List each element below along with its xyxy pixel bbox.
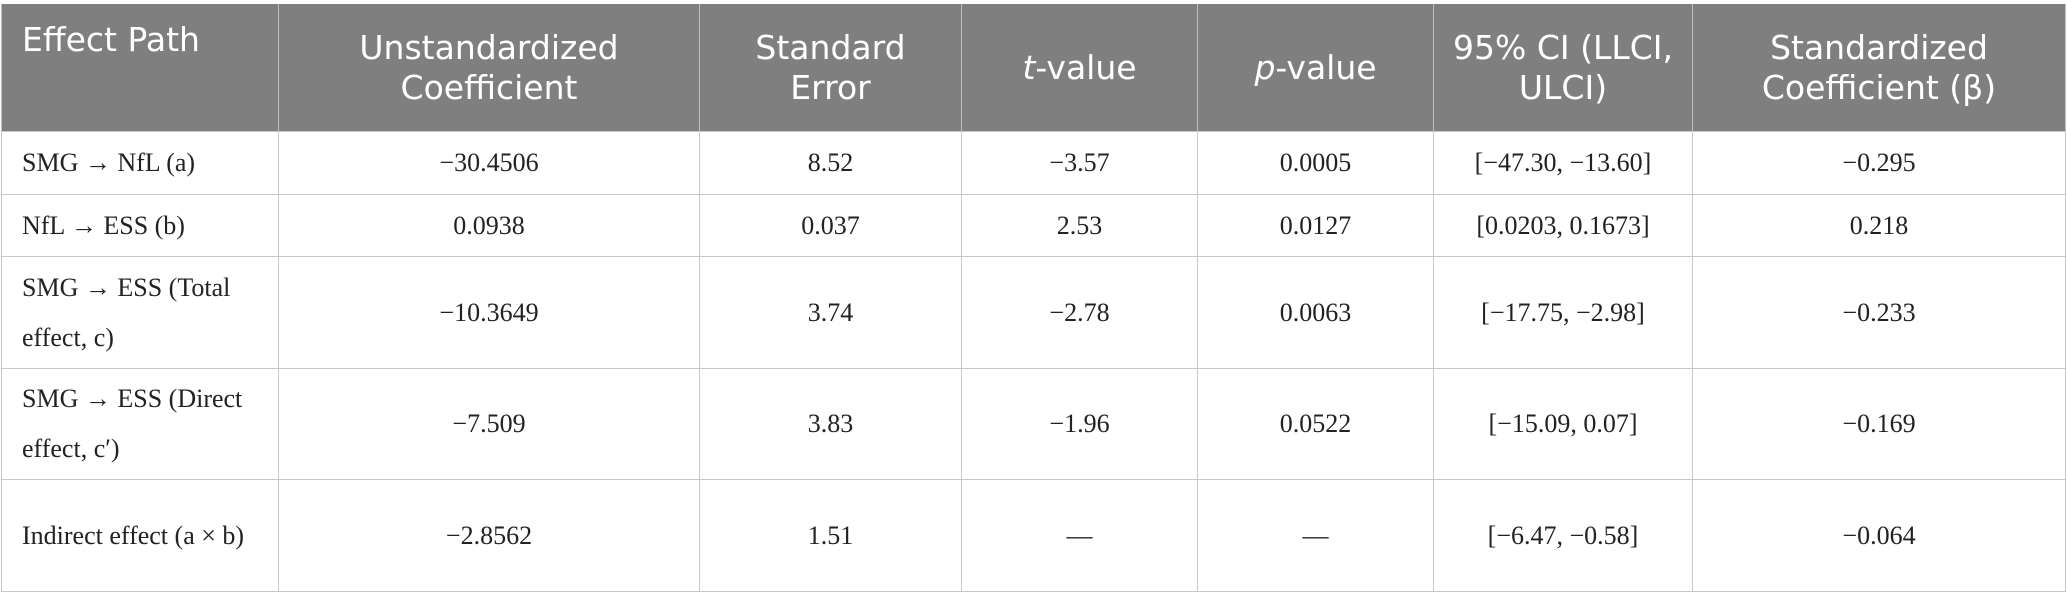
table-cell: −0.295 xyxy=(1692,131,2066,195)
table-cell: −3.57 xyxy=(961,131,1198,195)
table-cell: SMG → NfL (a) xyxy=(1,131,279,195)
header-cell: p-value xyxy=(1197,4,1434,132)
table-cell: 0.037 xyxy=(699,194,962,257)
header-italic: t xyxy=(1022,47,1036,87)
table-row: SMG → ESS (Total effect, c) −10.3649 3.74−… xyxy=(1,256,2066,369)
table-cell: 0.0127 xyxy=(1197,194,1434,257)
table-cell: −1.96 xyxy=(961,368,1198,480)
table-cell: NfL → ESS (b) xyxy=(1,194,279,257)
header-row: Effect Path Unstandardized Coefficient Sta… xyxy=(1,4,2066,132)
table-cell: SMG → ESS (Direct effect, c′) xyxy=(1,368,279,480)
table-cell: [−47.30, −13.60] xyxy=(1433,131,1693,195)
table-cell: 0.0005 xyxy=(1197,131,1434,195)
table-row: NfL → ESS (b) 0.0938 0.037 2.53 0.0127 [0.020… xyxy=(1,194,2066,257)
table-cell: SMG → ESS (Total effect, c) xyxy=(1,256,279,369)
table-cell: −2.8562 xyxy=(278,479,700,592)
header-cell: Effect Path xyxy=(1,4,279,132)
table-cell: −0.064 xyxy=(1692,479,2066,592)
header-italic: p xyxy=(1254,47,1276,87)
table-cell: −2.78 xyxy=(961,256,1198,369)
table-cell: 0.0938 xyxy=(278,194,700,257)
table-cell: [−15.09, 0.07] xyxy=(1433,368,1693,480)
table-cell: [−17.75, −2.98] xyxy=(1433,256,1693,369)
table-cell: 1.51 xyxy=(699,479,962,592)
table-cell: [0.0203, 0.1673] xyxy=(1433,194,1693,257)
table-cell: — xyxy=(1197,479,1434,592)
table-cell: 0.0522 xyxy=(1197,368,1434,480)
table-body: SMG → NfL (a) −30.4506 8.52 −3.57 0.0005 [−47… xyxy=(1,131,2066,592)
table-cell: 0.0063 xyxy=(1197,256,1434,369)
header-cell: Standard Error xyxy=(699,4,962,132)
header-cell: 95% CI (LLCI, ULCI) xyxy=(1433,4,1693,132)
table-cell: 8.52 xyxy=(699,131,962,195)
table-cell: 0.218 xyxy=(1692,194,2066,257)
header-text: -value xyxy=(1275,47,1377,87)
table-row: SMG → ESS (Direct effect, c′) −7.509 3.83−… xyxy=(1,368,2066,480)
table-cell: 3.83 xyxy=(699,368,962,480)
table-cell: −10.3649 xyxy=(278,256,700,369)
header-text: -value xyxy=(1035,47,1137,87)
table-cell: Indirect effect (a × b) xyxy=(1,479,279,592)
header-cell: Unstandardized Coefficient xyxy=(278,4,700,132)
table-cell: −30.4506 xyxy=(278,131,700,195)
table-cell: — xyxy=(961,479,1198,592)
table-row: SMG → NfL (a) −30.4506 8.52 −3.57 0.0005 [−47… xyxy=(1,131,2066,195)
table-row: Indirect effect (a × b) −2.8562 1.51— — [−6.… xyxy=(1,479,2066,592)
table-cell: −0.233 xyxy=(1692,256,2066,369)
table-cell: 3.74 xyxy=(699,256,962,369)
results-table: Effect Path Unstandardized Coefficient Sta… xyxy=(1,4,2066,592)
header-cell: t-value xyxy=(961,4,1198,132)
table-cell: 2.53 xyxy=(961,194,1198,257)
table-cell: −0.169 xyxy=(1692,368,2066,480)
table-cell: [−6.47, −0.58] xyxy=(1433,479,1693,592)
header-cell: Standardized Coefficient (β) xyxy=(1692,4,2066,132)
table-cell: −7.509 xyxy=(278,368,700,480)
